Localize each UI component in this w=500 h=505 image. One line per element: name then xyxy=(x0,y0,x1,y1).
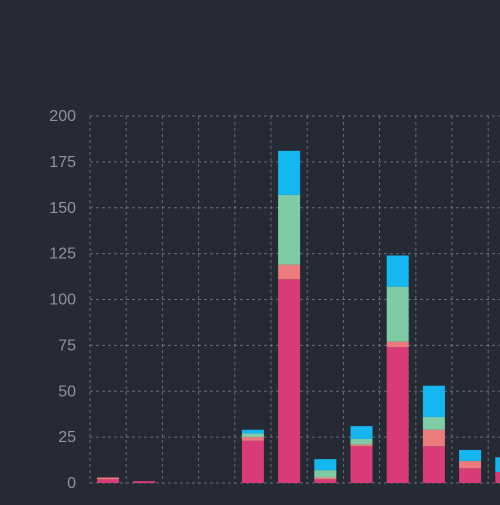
bar-segment-series-4-col-6[interactable] xyxy=(278,150,301,195)
bar-segment-series-4-col-7[interactable] xyxy=(314,459,337,471)
bar-segment-series-1-col-6[interactable] xyxy=(278,279,301,483)
y-tick-label: 0 xyxy=(67,475,76,492)
bar-segment-series-2-col-8[interactable] xyxy=(350,444,373,447)
bar-segment-series-2-col-9[interactable] xyxy=(386,341,409,348)
bar-segment-series-1-col-11[interactable] xyxy=(459,468,482,483)
bar-segment-series-1-col-8[interactable] xyxy=(350,446,373,483)
bar-segment-series-3-col-10[interactable] xyxy=(422,416,445,430)
bar-segment-series-3-col-6[interactable] xyxy=(278,194,301,265)
bar-segment-series-2-col-6[interactable] xyxy=(278,264,301,280)
bar-segment-series-4-col-10[interactable] xyxy=(422,385,445,417)
bar-segment-series-1-col-1[interactable] xyxy=(97,479,120,483)
bar-segment-series-4-col-5[interactable] xyxy=(241,429,264,434)
bar-segment-series-1-col-9[interactable] xyxy=(386,347,409,483)
bar-segment-series-3-col-9[interactable] xyxy=(386,286,409,342)
bar-segment-series-1-col-7[interactable] xyxy=(314,479,337,483)
bar-segment-series-3-col-5[interactable] xyxy=(241,433,264,438)
bar-segment-series-1-col-10[interactable] xyxy=(422,446,445,483)
bar-segment-series-3-col-7[interactable] xyxy=(314,470,337,478)
y-tick-label: 50 xyxy=(58,383,76,400)
bar-segment-series-1-col-5[interactable] xyxy=(241,440,264,483)
y-tick-label: 25 xyxy=(58,429,76,446)
bar-segment-series-1-col-12[interactable] xyxy=(495,471,500,483)
y-tick-label: 150 xyxy=(49,200,76,217)
bar-segment-series-3-col-8[interactable] xyxy=(350,438,373,445)
bar-segment-series-4-col-8[interactable] xyxy=(350,426,373,439)
bar-segment-series-1-col-2[interactable] xyxy=(133,481,156,483)
bar-segment-series-2-col-10[interactable] xyxy=(422,429,445,447)
bar-segment-series-2-col-11[interactable] xyxy=(459,460,482,469)
bar-segment-series-4-col-12[interactable] xyxy=(495,457,500,472)
bar-layer xyxy=(97,150,500,483)
y-tick-label: 100 xyxy=(49,292,76,309)
y-tick-label: 175 xyxy=(49,154,76,171)
y-tick-label: 75 xyxy=(58,337,76,354)
bar-segment-series-4-col-9[interactable] xyxy=(386,255,409,287)
y-tick-label: 200 xyxy=(49,108,76,125)
bar-segment-series-2-col-5[interactable] xyxy=(241,437,264,441)
y-tick-labels: 0 25 50 75 100 125 150 175 200 xyxy=(49,108,76,492)
y-tick-label: 125 xyxy=(49,246,76,263)
bar-segment-series-2-col-7[interactable] xyxy=(314,477,337,480)
bar-segment-series-4-col-11[interactable] xyxy=(459,449,482,461)
bar-segment-series-2-col-1[interactable] xyxy=(97,477,120,480)
